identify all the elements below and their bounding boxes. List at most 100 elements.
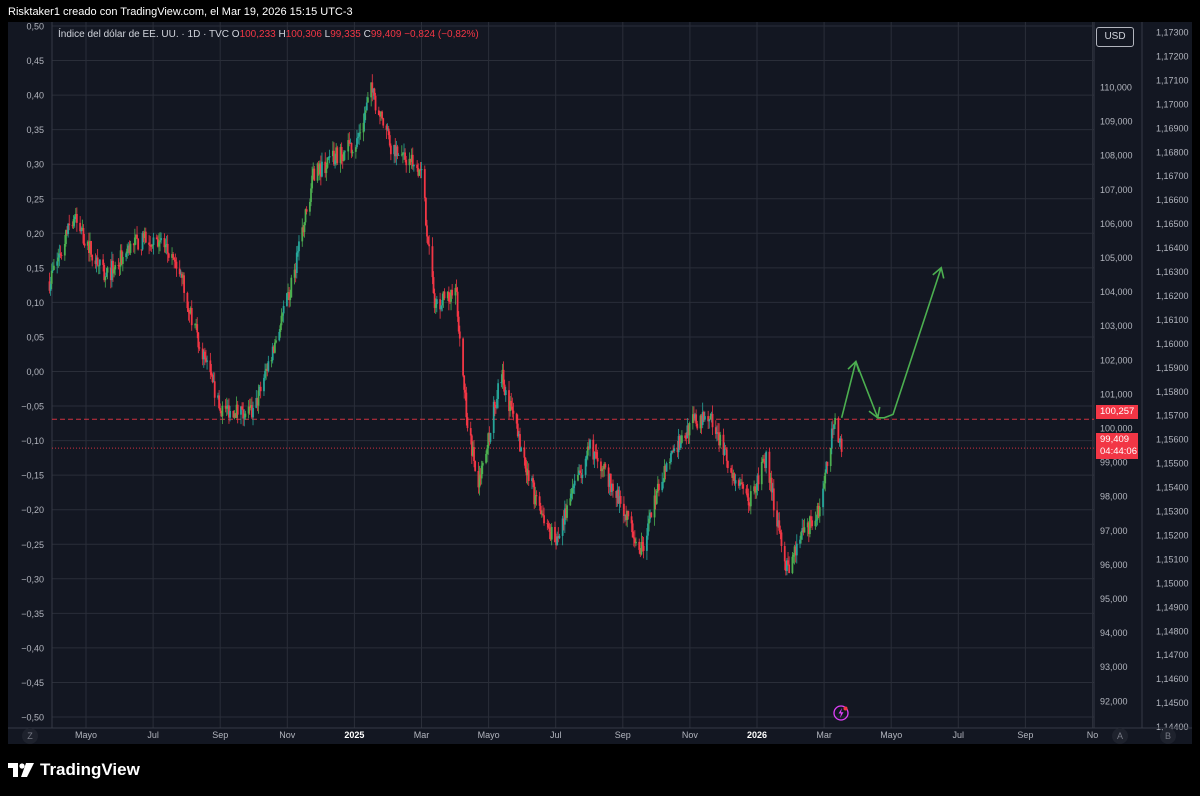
candle-body [647, 523, 649, 536]
left-axis-tick: −0,10 [21, 436, 44, 446]
candle-body [604, 463, 607, 468]
candle-body [362, 122, 365, 133]
candle-body [74, 214, 77, 217]
secondary-axis-tick: 1,16600 [1156, 195, 1189, 205]
candle-body [699, 415, 702, 429]
current-price-value: 99,409 [1100, 434, 1130, 445]
candle-body [577, 474, 579, 481]
candle-body [607, 467, 610, 487]
candle-body [480, 465, 483, 479]
legend-low-label: L [324, 29, 331, 40]
candle-body [225, 406, 228, 409]
price-axis-tick: 107,000 [1100, 185, 1133, 195]
candle-body [388, 135, 391, 146]
candle-body [102, 259, 105, 265]
candle-body [508, 390, 510, 412]
candle-body [633, 538, 636, 544]
candle-body [479, 474, 482, 479]
candle-body [281, 313, 284, 316]
candle-body [778, 520, 781, 531]
left-axis-tick: 0,50 [26, 22, 44, 32]
price-axis-tick: 108,000 [1100, 151, 1133, 161]
candle-body [763, 458, 765, 461]
left-axis-tick: −0,25 [21, 540, 44, 550]
candle-body [753, 486, 756, 492]
auto-scale-a-button[interactable]: A [1112, 728, 1128, 744]
left-axis-tick: 0,10 [26, 298, 44, 308]
candle-body [801, 528, 804, 533]
zoom-z-button[interactable]: Z [22, 728, 38, 744]
candle-body [51, 269, 54, 271]
price-lines [52, 418, 1094, 449]
time-axis[interactable]: Mayo Jul Sep Nov 2025 Mar Mayo Jul Sep Nov 2026 Mar… [75, 730, 1098, 740]
candle-body [409, 158, 412, 162]
secondary-axis-tick: 1,17200 [1156, 51, 1189, 61]
candle-body [563, 508, 566, 525]
candle-body [584, 458, 587, 475]
candle-body [578, 470, 580, 475]
candle-body [393, 144, 396, 155]
candle-body [60, 255, 63, 256]
candle-body [255, 397, 258, 408]
candle-body [588, 446, 590, 449]
left-axis-tick: 0,25 [26, 194, 44, 204]
candle-body [310, 188, 312, 202]
secondary-axis-tick: 1,15100 [1156, 554, 1189, 564]
candle-body [731, 472, 734, 478]
candle-body [257, 390, 260, 406]
candle-body [354, 147, 357, 152]
b-button[interactable]: B [1160, 728, 1176, 744]
candle-body [336, 147, 339, 164]
currency-button[interactable]: USD [1096, 27, 1134, 47]
candle-body [799, 539, 801, 544]
candle-body [803, 527, 806, 533]
candle-body [408, 158, 411, 166]
candle-body [232, 411, 235, 418]
candle-body [788, 564, 791, 574]
secondary-axis-tick: 1,15300 [1156, 507, 1189, 517]
grid-lines [52, 22, 1094, 728]
price-chart[interactable]: 0,50 0,45 0,40 0,35 0,30 0,25 0,20 0,15 0,10 0,05… [8, 22, 1192, 744]
candle-body [218, 395, 221, 409]
tradingview-logo-icon [8, 763, 34, 777]
candle-body [256, 397, 259, 406]
candle-body [394, 144, 397, 157]
legend-open-label: O [231, 29, 240, 40]
candle-body [823, 483, 826, 489]
candle-body [432, 277, 435, 294]
candle-body [328, 156, 331, 158]
candle-body [783, 546, 786, 562]
candle-body [397, 155, 400, 156]
candle-body [91, 254, 94, 261]
chart-panel[interactable]: 0,50 0,45 0,40 0,35 0,30 0,25 0,20 0,15 0,10 0,05… [8, 22, 1192, 744]
candle-body [477, 470, 480, 488]
candle-body [719, 434, 722, 446]
arrow-head-dip [868, 406, 881, 420]
candle-body [359, 132, 362, 134]
candle-body [81, 227, 84, 230]
candle-body [573, 480, 576, 486]
candle-body [350, 142, 353, 154]
candle-body [806, 522, 809, 528]
candle-body [463, 375, 466, 390]
candle-body [270, 360, 273, 362]
candle-body [133, 237, 136, 246]
candle-body [542, 513, 544, 516]
candle-body [58, 253, 61, 258]
candle-body [395, 146, 398, 157]
candle-body [174, 259, 177, 262]
candle-body [187, 308, 190, 313]
price-axis-tick: 99,000 [1100, 458, 1128, 468]
candle-body [586, 446, 589, 456]
candle-body [365, 102, 368, 111]
candle-body [546, 523, 549, 525]
candle-body [90, 241, 92, 255]
candle-body [419, 169, 422, 171]
lightning-icon[interactable] [833, 705, 849, 721]
candle-body [517, 434, 520, 437]
candle-body [708, 419, 711, 422]
candle-body [264, 370, 266, 378]
candle-body [417, 168, 420, 176]
candle-body [420, 169, 423, 171]
projection-arrow[interactable] [840, 266, 945, 420]
